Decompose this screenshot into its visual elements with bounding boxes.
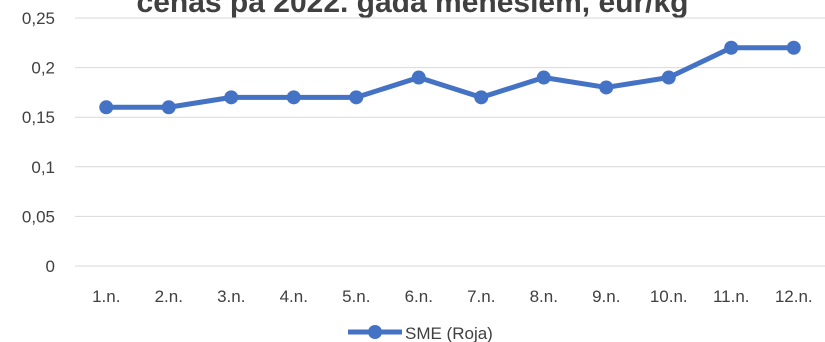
x-tick-label: 8.n. (530, 287, 558, 306)
data-point (411, 70, 426, 85)
data-point (161, 100, 176, 115)
data-point (536, 70, 551, 85)
data-point (786, 40, 801, 55)
legend-marker (368, 325, 382, 339)
y-tick-label: 0 (46, 257, 55, 276)
y-tick-label: 0,25 (22, 9, 55, 28)
data-point (99, 100, 114, 115)
data-point (286, 90, 301, 105)
x-tick-label: 7.n. (467, 287, 495, 306)
x-tick-label: 2.n. (155, 287, 183, 306)
chart-title: cenas pa 2022. gada mēnešiem, eur/kg (136, 0, 689, 19)
y-tick-label: 0,05 (22, 207, 55, 226)
x-tick-label: 4.n. (280, 287, 308, 306)
x-tick-label: 5.n. (342, 287, 370, 306)
x-tick-label: 1.n. (92, 287, 120, 306)
data-point (349, 90, 364, 105)
data-point (224, 90, 239, 105)
y-tick-label: 0,2 (31, 59, 55, 78)
data-point (661, 70, 676, 85)
x-tick-label: 9.n. (592, 287, 620, 306)
x-tick-label: 12.n. (775, 287, 813, 306)
x-tick-label: 10.n. (650, 287, 688, 306)
x-tick-label: 11.n. (713, 287, 750, 306)
x-tick-label: 3.n. (217, 287, 245, 306)
legend-label: SME (Roja) (405, 324, 493, 342)
data-point (474, 90, 489, 105)
x-tick-label: 6.n. (405, 287, 433, 306)
y-tick-label: 0,1 (31, 158, 55, 177)
data-point (599, 80, 614, 95)
y-tick-label: 0,15 (22, 108, 55, 127)
series-line (103, 45, 797, 110)
data-point (724, 40, 739, 55)
